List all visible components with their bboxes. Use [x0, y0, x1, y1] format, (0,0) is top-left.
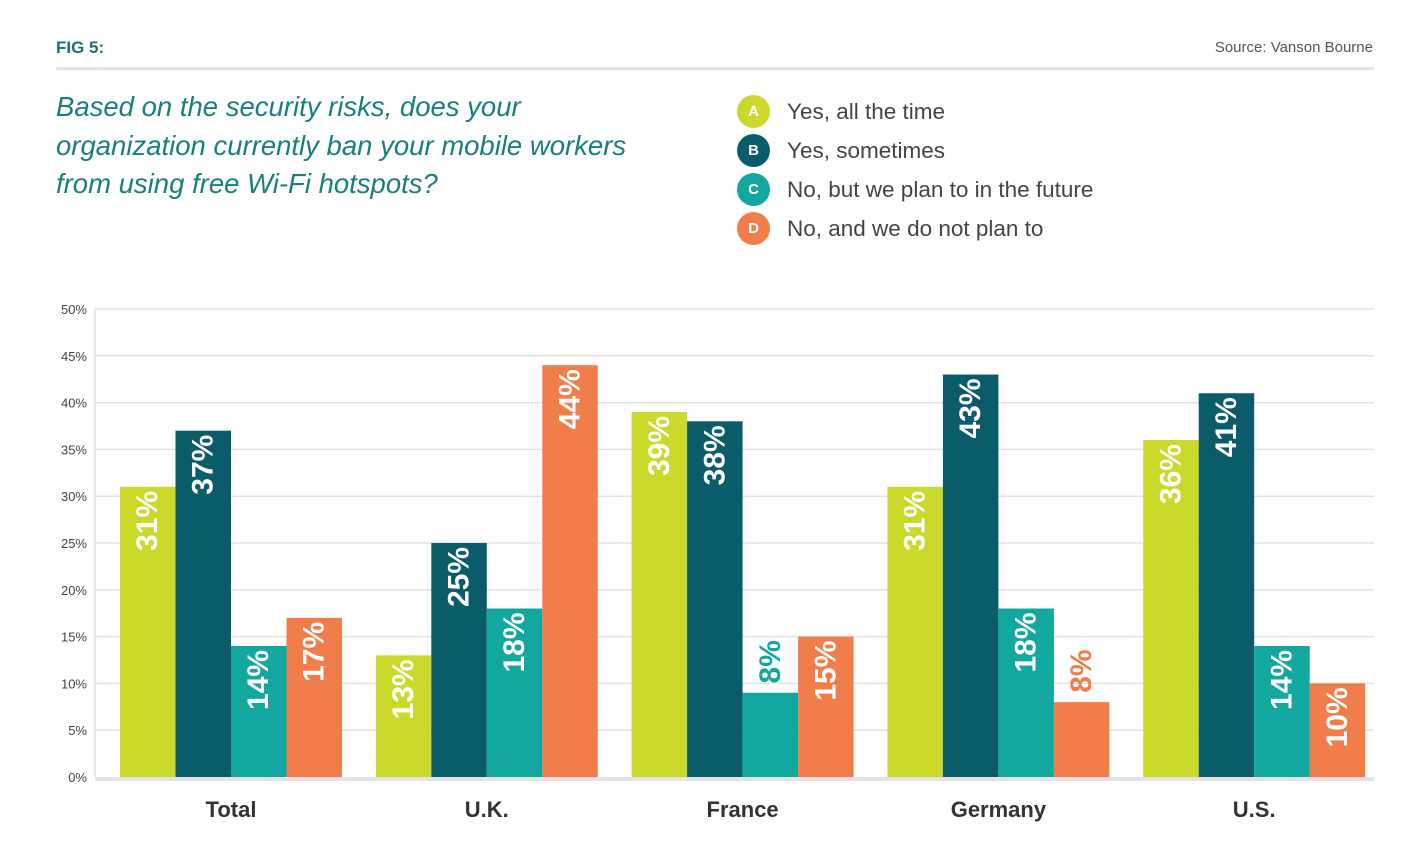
data-label: 10% [1321, 687, 1354, 747]
bar [431, 543, 487, 777]
legend-item-d: D No, and we do not plan to [737, 209, 1093, 248]
data-label: 15% [809, 641, 842, 701]
bar [486, 608, 543, 777]
y-tick-label: 35% [61, 442, 87, 457]
data-label: 14% [242, 650, 275, 710]
bar [1309, 683, 1366, 777]
bar [542, 365, 598, 777]
data-label: 8% [754, 640, 787, 683]
data-label: 17% [298, 622, 331, 682]
y-tick-label: 25% [61, 536, 87, 551]
legend-badge-b: B [737, 134, 770, 167]
data-label: 14% [1265, 650, 1298, 710]
bar [887, 486, 943, 777]
y-tick-label: 30% [61, 489, 87, 504]
data-label: 18% [1010, 612, 1043, 672]
bar [687, 421, 743, 777]
figure-label: FIG 5: [56, 38, 105, 57]
bar [231, 645, 287, 777]
data-label: 44% [554, 369, 587, 429]
legend-label-b: Yes, sometimes [787, 137, 945, 163]
legend-label-a: Yes, all the time [787, 98, 946, 124]
y-tick-label: 20% [61, 583, 87, 598]
bar [1198, 393, 1255, 777]
data-label: 41% [1210, 397, 1243, 457]
legend-label-c: No, but we plan to in the future [787, 176, 1094, 202]
data-label: 31% [131, 491, 164, 551]
chart-question: Based on the security risks, does your o… [56, 91, 627, 199]
data-label: 43% [954, 378, 987, 438]
data-label: 13% [387, 659, 420, 719]
data-label: 38% [698, 425, 731, 485]
legend-badge-a: A [737, 95, 770, 128]
bar [1254, 645, 1310, 777]
header-divider [56, 67, 1374, 70]
data-label: 36% [1154, 444, 1187, 504]
bar [1053, 702, 1110, 777]
data-label: 31% [899, 491, 932, 551]
x-category-label: Germany [951, 797, 1047, 822]
legend-badge-d: D [737, 212, 770, 245]
y-tick-label: 0% [68, 770, 87, 785]
x-category-label: France [707, 797, 779, 822]
legend-item-a: A Yes, all the time [737, 92, 1093, 131]
data-label: 18% [498, 612, 531, 672]
y-tick-label: 5% [68, 723, 87, 738]
data-label: 39% [643, 416, 676, 476]
bar [120, 486, 176, 777]
x-category-label: U.S. [1233, 797, 1276, 822]
y-tick-label: 45% [61, 349, 87, 364]
source-note: Source: Vanson Bourne [1214, 39, 1373, 56]
y-tick-label: 15% [61, 630, 87, 645]
data-label: 8% [1065, 649, 1098, 692]
bar [175, 430, 231, 777]
y-tick-label: 10% [61, 676, 87, 691]
x-category-label: U.K. [465, 797, 509, 822]
bar [631, 411, 688, 777]
bar [942, 374, 999, 777]
x-axis-line [95, 777, 1374, 781]
x-category-label: Total [206, 797, 257, 822]
bar [798, 636, 854, 777]
legend-item-c: C No, but we plan to in the future [737, 170, 1093, 209]
bar [742, 692, 799, 777]
legend-label-d: No, and we do not plan to [787, 215, 1044, 241]
bar [1143, 440, 1199, 777]
bar [998, 608, 1054, 777]
data-label: 25% [443, 547, 476, 607]
y-tick-label: 40% [61, 396, 87, 411]
bar [375, 655, 432, 777]
chart-legend: A Yes, all the time B Yes, sometimes C N… [737, 92, 1093, 248]
y-tick-label: 50% [61, 302, 87, 317]
legend-item-b: B Yes, sometimes [737, 131, 1093, 170]
legend-badge-c: C [737, 173, 770, 206]
bar [286, 617, 342, 777]
data-label: 37% [187, 435, 220, 495]
